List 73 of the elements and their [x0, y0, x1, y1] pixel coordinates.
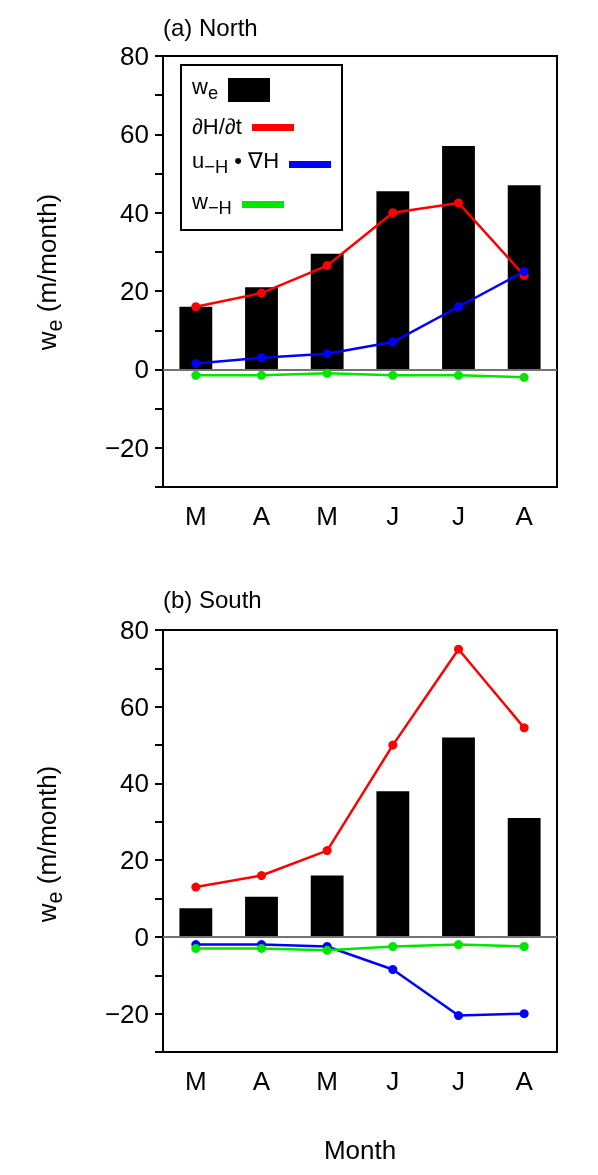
x-tick-label: A — [515, 501, 534, 531]
x-tick-label: A — [252, 501, 271, 531]
bar — [507, 185, 541, 370]
point — [257, 370, 266, 380]
point — [322, 349, 332, 359]
x-axis-title: Month — [323, 1135, 397, 1165]
y-tick-label: 40 — [120, 197, 149, 228]
point — [454, 644, 463, 654]
bar — [245, 287, 278, 370]
y-tick-label: 20 — [120, 845, 149, 876]
legend-label: w$_{−H}$ — [192, 187, 232, 221]
y-tick-label: 0 — [134, 354, 149, 385]
x-tick-label: M — [316, 1066, 338, 1096]
point — [388, 965, 398, 975]
point — [322, 261, 332, 271]
point — [388, 942, 398, 951]
point — [454, 198, 463, 208]
point — [519, 1009, 529, 1019]
x-tick-label: J — [386, 1066, 400, 1096]
x-tick-label: M — [185, 501, 207, 531]
chart-title: (a) North — [163, 13, 258, 41]
legend-label: ∂H/∂t — [192, 113, 242, 142]
bar — [442, 737, 475, 937]
bar — [310, 253, 344, 370]
point — [388, 740, 398, 750]
x-tick-label: A — [515, 1066, 534, 1096]
y-tick-label: 80 — [120, 41, 149, 71]
point — [191, 359, 201, 369]
bar — [442, 146, 475, 370]
point — [322, 368, 332, 378]
bar — [376, 191, 410, 370]
y-tick-label: 40 — [120, 768, 149, 799]
bar — [376, 791, 410, 937]
y-tick-label: 20 — [120, 276, 149, 307]
y-tick-label: 60 — [120, 691, 149, 722]
point — [191, 882, 201, 892]
point — [454, 302, 463, 312]
x-tick-label: J — [452, 1066, 465, 1096]
point — [519, 723, 529, 733]
x-tick-label: J — [386, 501, 400, 531]
y-tick-label: 0 — [134, 921, 149, 952]
point — [519, 372, 529, 382]
legend-label: u$_{−H}$ • ∇H — [192, 147, 280, 180]
point — [519, 942, 529, 951]
point — [388, 370, 398, 380]
point — [191, 370, 201, 380]
x-tick-label: M — [316, 501, 338, 531]
x-tick-label: J — [452, 501, 465, 531]
point — [257, 871, 266, 881]
point — [388, 337, 398, 347]
bar — [179, 908, 213, 937]
y-tick-label: 60 — [120, 119, 149, 150]
x-tick-label: A — [252, 1066, 271, 1096]
bar — [179, 306, 213, 370]
point — [257, 288, 266, 298]
legend-label: w$_{e}$ — [192, 73, 219, 106]
bar — [507, 817, 541, 937]
point — [454, 370, 463, 380]
point — [388, 208, 398, 218]
point — [322, 945, 332, 955]
y-tick-label: −20 — [104, 432, 149, 463]
bar — [245, 896, 278, 937]
point — [191, 302, 201, 312]
point — [519, 267, 529, 276]
bar — [310, 875, 344, 937]
chart-title: (b) South — [163, 585, 262, 613]
point — [322, 846, 332, 856]
x-tick-label: M — [185, 1066, 207, 1096]
point — [257, 353, 266, 363]
point — [454, 940, 463, 950]
y-tick-label: 80 — [120, 615, 149, 645]
y-tick-label: −20 — [104, 998, 149, 1029]
point — [454, 1011, 463, 1021]
